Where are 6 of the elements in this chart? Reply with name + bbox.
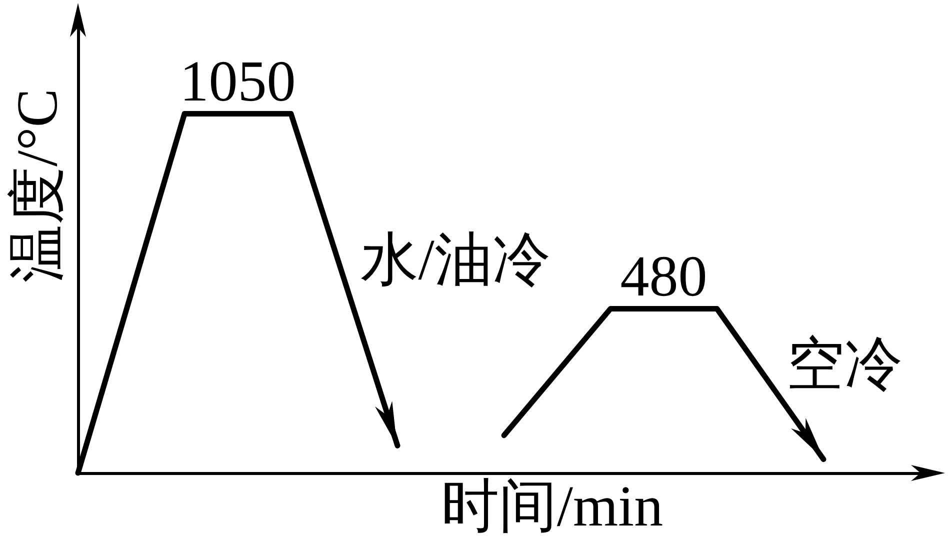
data-label: 480 — [620, 243, 708, 308]
annotation: 水/油冷 — [360, 227, 550, 292]
x-axis-title: 时间/min — [440, 474, 664, 538]
annotation: 空冷 — [786, 332, 902, 397]
y-axis-title: 温度/°C — [4, 88, 70, 282]
data-label: 1050 — [180, 48, 296, 114]
